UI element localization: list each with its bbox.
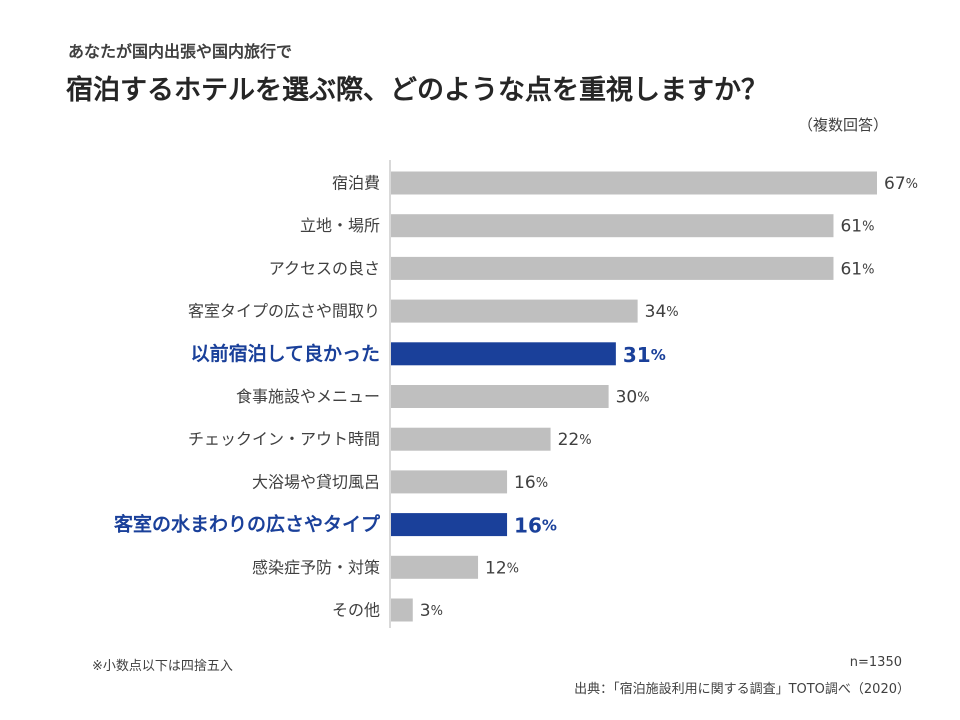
bar-1 [391, 214, 834, 238]
chart-subtitle: あなたが国内出張や国内旅行で [68, 42, 293, 61]
bar-2 [391, 256, 834, 280]
multiple-answer-note: （複数回答） [797, 116, 888, 134]
category-label-1: 立地・場所 [300, 216, 380, 235]
rounding-footnote: ※小数点以下は四捨五入 [92, 659, 233, 674]
bar-8 [391, 513, 508, 537]
category-label-7: 大浴場や貸切風呂 [252, 472, 380, 491]
bar-4 [391, 342, 616, 366]
category-label-10: その他 [332, 601, 380, 620]
category-label-6: チェックイン・アウト時間 [188, 430, 380, 449]
bar-9 [391, 555, 479, 579]
value-label-0: 67% [884, 174, 918, 194]
sample-size-label: n=1350 [849, 655, 902, 670]
value-label-1: 61% [840, 217, 874, 237]
bar-5 [391, 385, 609, 408]
category-label-8: 客室の水まわりの広さやタイプ [114, 513, 381, 536]
value-label-5: 30% [616, 388, 650, 408]
category-label-4: 以前宿泊して良かった [191, 342, 380, 365]
bar-6 [391, 427, 551, 451]
bar-0 [391, 171, 877, 195]
value-label-10: 3% [420, 601, 443, 621]
category-label-5: 食事施設やメニュー [236, 387, 380, 406]
chart-title: 宿泊するホテルを選ぶ際、どのような点を重視しますか？ [66, 75, 768, 106]
value-label-6: 22% [558, 430, 592, 450]
value-label-7: 16% [514, 473, 548, 493]
value-label-4: 31% [623, 343, 666, 367]
category-label-3: 客室タイプの広さや間取り [188, 302, 380, 321]
value-label-2: 61% [840, 259, 874, 279]
bar-3 [391, 299, 638, 323]
bar-10 [391, 598, 413, 622]
value-label-8: 16% [514, 514, 557, 538]
value-label-9: 12% [485, 558, 519, 578]
category-label-0: 宿泊費 [332, 174, 380, 193]
category-label-9: 感染症予防・対策 [252, 558, 380, 577]
value-label-3: 34% [645, 302, 679, 322]
bar-7 [391, 470, 508, 494]
category-label-2: アクセスの良さ [269, 259, 380, 278]
source-credit: 出典：「宿泊施設利用に関する調査」TOTO調べ（2020） [574, 682, 910, 697]
